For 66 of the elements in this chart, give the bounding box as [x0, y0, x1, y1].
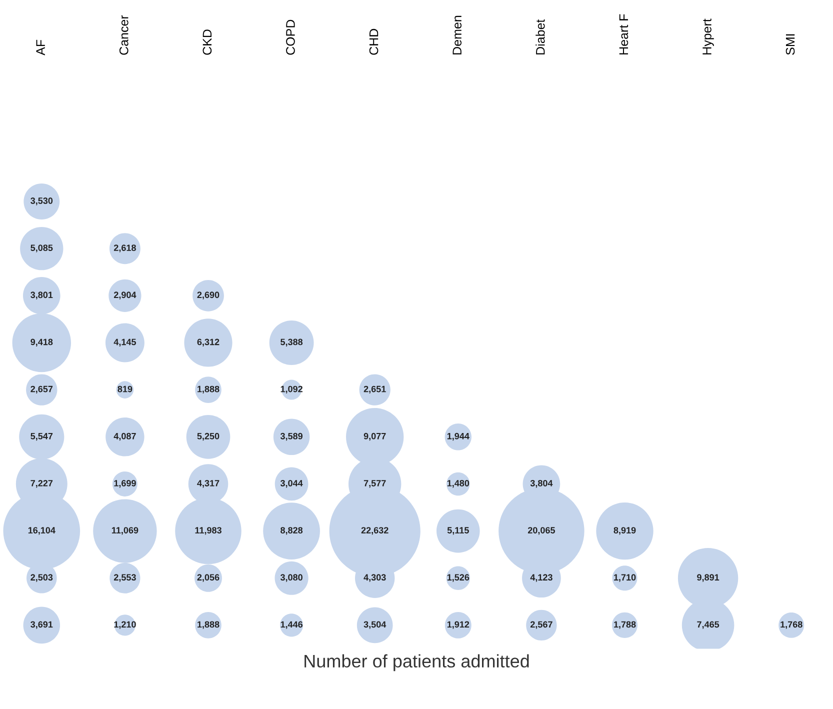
data-label: 2,503	[30, 574, 53, 582]
data-label: 1,912	[447, 621, 470, 629]
data-label: 11,983	[195, 527, 222, 535]
data-label: 4,303	[364, 574, 386, 582]
data-label: 5,388	[280, 338, 303, 346]
data-label: 2,618	[114, 244, 136, 252]
category-label: Cancer	[119, 15, 128, 55]
data-label: 11,069	[112, 527, 138, 535]
data-label: 1,092	[280, 386, 302, 394]
data-label: 2,904	[114, 292, 136, 300]
data-label: 1,480	[447, 480, 470, 488]
data-label: 3,080	[280, 574, 302, 582]
data-label: 1,888	[198, 386, 220, 394]
category-label: Diabet	[536, 19, 545, 54]
data-label: 7,577	[364, 480, 386, 488]
category-label: SMI	[786, 34, 795, 55]
data-label: 1,710	[614, 574, 636, 582]
data-label: 3,691	[30, 621, 53, 629]
data-label: 4,123	[530, 574, 552, 582]
category-label: CKD	[202, 30, 212, 55]
data-label: 3,589	[280, 432, 303, 441]
data-label: 4,145	[114, 338, 136, 346]
data-label: 6,312	[197, 338, 220, 346]
data-label: 5,250	[197, 432, 220, 441]
data-label: 1,699	[114, 480, 136, 488]
data-label: 3,504	[364, 621, 386, 629]
data-label: 1,768	[780, 621, 802, 629]
data-label: 8,919	[614, 527, 636, 535]
category-label: COPD	[286, 20, 295, 55]
data-label: 2,567	[530, 621, 552, 629]
data-label: 7,465	[697, 621, 720, 629]
data-label: 1,888	[198, 621, 220, 629]
category-label: Demen	[452, 16, 462, 54]
data-label: 4,317	[197, 480, 220, 488]
category-label: Hypert	[702, 18, 714, 54]
data-label: 2,553	[114, 574, 136, 582]
data-label: 2,056	[197, 574, 220, 582]
data-label: 819	[118, 386, 132, 392]
data-label: 3,804	[530, 480, 553, 488]
data-label: 4,087	[114, 432, 136, 441]
category-label: AF	[36, 40, 45, 56]
data-label: 5,547	[30, 433, 53, 441]
category-label: CHD	[369, 28, 378, 55]
category-label: Heart F	[619, 14, 628, 54]
data-label: 1,446	[280, 621, 303, 629]
data-label: 3,530	[30, 198, 53, 206]
data-label: 20,065	[528, 527, 556, 535]
text: Number of patients admitted	[304, 654, 529, 672]
data-label: 8,828	[280, 527, 303, 535]
data-label: 5,085	[30, 244, 53, 252]
data-label: 1,788	[614, 621, 636, 629]
data-label: 1,944	[447, 432, 470, 441]
data-label: 2,657	[30, 386, 53, 394]
data-label: 16,104	[28, 527, 56, 535]
data-label: 22,632	[361, 527, 388, 535]
data-label: 3,801	[30, 292, 53, 300]
data-label: 2,651	[364, 386, 386, 394]
data-label: 3,044	[280, 480, 303, 488]
data-label: 2,690	[197, 292, 220, 300]
data-label: 9,891	[697, 574, 720, 582]
data-label: 1,526	[447, 574, 470, 582]
data-label: 9,418	[30, 338, 53, 346]
data-label: 1,210	[114, 621, 136, 629]
data-label: 9,077	[364, 432, 386, 441]
data-label: 7,227	[30, 480, 53, 488]
data-label: 5,115	[447, 527, 469, 535]
